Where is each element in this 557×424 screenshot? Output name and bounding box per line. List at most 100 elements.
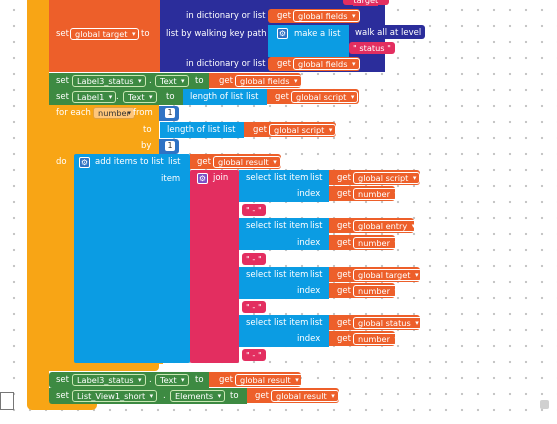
list-label: list	[223, 125, 236, 135]
global-result-dropdown-3[interactable]: global result	[271, 390, 339, 402]
item-label: item	[161, 174, 181, 184]
label3-status-component-dropdown-1[interactable]: Label3_status	[72, 75, 146, 87]
dot-label: .	[149, 76, 152, 86]
add-items-label: add items to list	[95, 157, 164, 167]
global-entry-dropdown[interactable]: global entry	[353, 220, 420, 232]
index-label: index	[297, 189, 321, 199]
outer-procedure-block[interactable]	[27, 0, 49, 410]
select-list-item-block-4[interactable]	[239, 315, 329, 347]
select-list-item-label: select list item	[246, 221, 309, 231]
number-dropdown-1[interactable]: number	[353, 188, 402, 200]
number-dropdown-3[interactable]: number	[353, 285, 402, 297]
select-list-item-block-3[interactable]	[239, 267, 329, 299]
to-label: to	[230, 391, 239, 401]
join-block[interactable]	[190, 170, 239, 363]
list-label: list	[246, 92, 259, 102]
add-items-to-list-block[interactable]	[74, 154, 190, 363]
get-label: get	[337, 189, 351, 199]
set-global-fields-block[interactable]	[49, 0, 160, 24]
global-result-dropdown-2[interactable]: global result	[235, 374, 303, 386]
dash-string-3[interactable]: " - "	[242, 301, 266, 313]
to-label: to	[143, 125, 152, 135]
length-of-list-block-2[interactable]	[160, 122, 244, 138]
list-label: list	[310, 270, 323, 280]
list-label: list	[310, 173, 323, 183]
mutator-gear-icon[interactable]: ⚙	[277, 28, 288, 39]
list-label: list	[310, 221, 323, 231]
get-label: get	[253, 125, 267, 135]
to-label: to	[195, 375, 204, 385]
get-label: get	[255, 391, 269, 401]
from-number-value[interactable]: 1	[164, 107, 176, 119]
get-label: get	[337, 286, 351, 296]
list-by-walking-label: list by walking key path	[166, 29, 267, 39]
text-property-dropdown-3[interactable]: Text	[155, 374, 189, 386]
list-label: list	[168, 157, 181, 167]
target-string[interactable]: " target "	[343, 0, 389, 6]
text-property-dropdown-1[interactable]: Text	[155, 75, 189, 87]
select-list-item-label: select list item	[246, 270, 309, 280]
mutator-gear-icon[interactable]: ⚙	[79, 157, 90, 168]
get-label: get	[337, 318, 351, 328]
length-of-list-label: length of list	[167, 125, 221, 135]
mutator-gear-icon[interactable]: ⚙	[197, 173, 208, 184]
global-target-dropdown-2[interactable]: global target	[353, 269, 423, 281]
get-label: get	[337, 238, 351, 248]
global-target-dropdown[interactable]: global target	[70, 28, 140, 40]
in-dictionary-label-1: in dictionary or list	[186, 11, 266, 21]
outer-procedure-bottom	[27, 402, 97, 410]
make-a-list-label: make a list	[294, 29, 341, 39]
label3-status-component-dropdown-2[interactable]: Label3_status	[72, 374, 146, 386]
label1-component-dropdown[interactable]: Label1	[72, 91, 117, 103]
by-number-value[interactable]: 1	[164, 140, 176, 152]
elements-property-dropdown[interactable]: Elements	[170, 390, 226, 402]
index-label: index	[297, 238, 321, 248]
dash-string-1[interactable]: " - "	[242, 204, 266, 216]
to-label: to	[166, 92, 175, 102]
global-fields-dropdown-2[interactable]: global fields	[293, 58, 360, 70]
number-dropdown-4[interactable]: number	[353, 333, 402, 345]
set-label: set	[56, 375, 69, 385]
select-list-item-block-2[interactable]	[239, 218, 329, 250]
global-script-dropdown-3[interactable]: global script	[353, 172, 421, 184]
join-label: join	[213, 173, 229, 183]
workspace-scrollbar-handle[interactable]	[540, 400, 549, 409]
get-label: get	[337, 173, 351, 183]
get-label: get	[277, 59, 291, 69]
dot-label: .	[163, 391, 166, 401]
dash-string-2[interactable]: " - "	[242, 253, 266, 265]
by-label: by	[141, 141, 152, 151]
text-property-dropdown-2[interactable]: Text	[123, 91, 157, 103]
dash-string-4[interactable]: " - "	[242, 349, 266, 361]
index-label: index	[297, 334, 321, 344]
set-label: set	[56, 92, 69, 102]
set-label: set	[56, 76, 69, 86]
workspace-control-box[interactable]	[0, 392, 14, 410]
index-label: index	[297, 286, 321, 296]
walk-all-label: walk all at level	[355, 28, 422, 38]
dot-label: .	[116, 92, 119, 102]
to-label: to	[141, 29, 150, 39]
select-list-item-label: select list item	[246, 318, 309, 328]
status-string[interactable]: " status "	[349, 42, 395, 54]
select-list-item-label: select list item	[246, 173, 309, 183]
get-label: get	[277, 11, 291, 21]
get-label: get	[275, 92, 289, 102]
select-list-item-block-1[interactable]	[239, 170, 329, 202]
global-fields-dropdown-3[interactable]: global fields	[235, 75, 302, 87]
walk-all-block[interactable]	[349, 25, 425, 39]
number-dropdown-2[interactable]: number	[353, 237, 402, 249]
global-script-dropdown-2[interactable]: global script	[269, 124, 337, 136]
length-of-list-block-1[interactable]	[183, 89, 267, 105]
global-status-dropdown[interactable]: global status	[353, 317, 423, 329]
global-script-dropdown-1[interactable]: global script	[291, 91, 359, 103]
get-label: get	[197, 157, 211, 167]
listview-component-dropdown[interactable]: List_View1_short	[72, 390, 158, 402]
get-label: get	[219, 76, 233, 86]
set-label: set	[56, 391, 69, 401]
global-result-dropdown-1[interactable]: global result	[213, 156, 281, 168]
do-label: do	[56, 157, 67, 167]
get-label: get	[337, 221, 351, 231]
number-variable-field[interactable]: number	[93, 107, 135, 119]
global-fields-dropdown-1[interactable]: global fields	[293, 10, 360, 22]
